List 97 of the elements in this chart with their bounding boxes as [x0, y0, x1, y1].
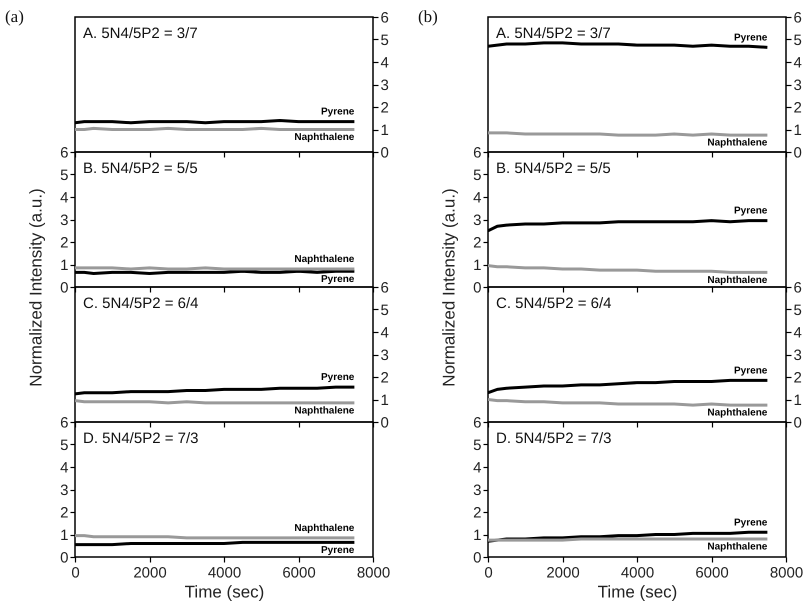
text: (b)	[418, 7, 438, 26]
series-label: Naphthalene	[294, 522, 355, 534]
series-label: Pyrene	[734, 32, 768, 44]
x-tick-label: 8000	[770, 564, 804, 582]
y-tick-label: 5	[380, 32, 389, 49]
y-tick-label: 0	[380, 144, 389, 162]
series-label: Naphthalene	[707, 542, 768, 552]
y-tick-label: 3	[60, 212, 68, 229]
y-axis-title: Normalized Intensity (a.u.)	[440, 188, 458, 387]
y-tick-label: 1	[380, 122, 389, 139]
series-label: Pyrene	[321, 106, 355, 118]
x-tick-label: 0	[484, 564, 493, 582]
y-tick-label: 4	[380, 324, 389, 342]
x-axis-title: Time (sec)	[598, 582, 678, 602]
series-label: Pyrene	[321, 274, 355, 285]
y-tick-label: 2	[60, 234, 68, 252]
y-tick-label: 0	[380, 414, 389, 432]
y-tick-label: 2	[794, 100, 802, 116]
y-tick-label: 4	[794, 324, 802, 342]
y-tick-label: 1	[473, 527, 482, 544]
y-tick-label: 5	[473, 437, 482, 454]
series-label: Pyrene	[734, 517, 768, 528]
series-label: Pyrene	[321, 372, 355, 384]
x-tick-label: 4000	[620, 564, 654, 582]
y-tick-label: 1	[380, 392, 389, 409]
x-axis-title: Time (sec)	[184, 582, 264, 602]
series-label: Naphthalene	[707, 138, 768, 149]
y-tick-label: 5	[60, 437, 68, 454]
x-tick-label: 6000	[282, 564, 316, 582]
y-tick-label: 3	[794, 347, 802, 364]
y-tick-label: 6	[60, 144, 68, 162]
y-tick-label: 6	[794, 10, 802, 26]
y-tick-label: 3	[380, 77, 389, 94]
y-tick-label: 4	[473, 190, 482, 206]
y-tick-label: 6	[794, 280, 802, 296]
text: D. 5N4/5P2 = 7/3	[83, 430, 198, 447]
y-tick-label: 0	[60, 550, 68, 566]
text: D. 5N4/5P2 = 7/3	[496, 430, 612, 447]
series-label: Pyrene	[734, 365, 768, 376]
y-tick-label: 3	[60, 482, 68, 499]
text: C. 5N4/5P2 = 6/4	[83, 295, 198, 312]
series-label: Pyrene	[321, 544, 355, 556]
x-tick-label: 8000	[356, 564, 390, 582]
series-label: Pyrene	[734, 206, 768, 217]
text: (a)	[5, 7, 24, 26]
line-series	[488, 264, 769, 274]
y-tick-label: 2	[473, 234, 482, 252]
series-label: Naphthalene	[294, 254, 355, 265]
x-tick-label: 0	[71, 564, 80, 582]
x-tick-label: 6000	[695, 564, 729, 582]
y-tick-label: 0	[473, 550, 482, 566]
y-tick-label: 5	[794, 32, 802, 49]
y-tick-label: 0	[473, 280, 482, 296]
y-tick-label: 5	[380, 302, 389, 319]
y-tick-label: 1	[794, 122, 802, 139]
y-tick-label: 2	[473, 504, 482, 522]
text: B. 5N4/5P2 = 5/5	[496, 160, 611, 177]
y-tick-label: 2	[380, 370, 389, 386]
series-label: Naphthalene	[707, 408, 768, 419]
y-axis-title: Normalized Intensity (a.u.)	[26, 188, 46, 387]
series-label: Naphthalene	[294, 405, 355, 416]
y-tick-label: 5	[794, 302, 802, 319]
y-tick-label: 5	[60, 167, 68, 184]
y-tick-label: 1	[794, 392, 802, 409]
y-tick-label: 0	[60, 280, 68, 296]
y-tick-label: 3	[473, 482, 482, 499]
series-label: Naphthalene	[707, 274, 768, 286]
y-tick-label: 6	[473, 414, 482, 432]
y-tick-label: 5	[473, 167, 482, 184]
x-tick-label: 4000	[208, 564, 242, 582]
series-label: Naphthalene	[294, 132, 355, 143]
y-tick-label: 3	[380, 347, 389, 364]
y-tick-label: 1	[473, 257, 482, 274]
y-tick-label: 3	[473, 212, 482, 229]
y-tick-label: 6	[380, 10, 389, 26]
y-tick-label: 6	[380, 280, 389, 296]
y-tick-label: 4	[380, 54, 389, 72]
y-tick-label: 1	[60, 257, 68, 274]
y-tick-label: 4	[794, 54, 802, 72]
y-tick-label: 4	[473, 460, 482, 476]
y-tick-label: 4	[60, 190, 68, 206]
y-tick-label: 0	[794, 414, 802, 432]
text: A. 5N4/5P2 = 3/7	[83, 25, 198, 42]
y-tick-label: 1	[60, 527, 68, 544]
y-tick-label: 2	[794, 370, 802, 386]
x-tick-label: 2000	[546, 564, 580, 582]
y-tick-label: 2	[60, 504, 68, 522]
y-tick-label: 6	[473, 144, 482, 162]
y-tick-label: 4	[60, 460, 68, 476]
y-tick-label: 3	[794, 77, 802, 94]
y-tick-label: 6	[60, 414, 68, 432]
x-tick-label: 2000	[133, 564, 167, 582]
text: B. 5N4/5P2 = 5/5	[83, 160, 198, 177]
text: C. 5N4/5P2 = 6/4	[496, 295, 612, 312]
text: A. 5N4/5P2 = 3/7	[496, 25, 611, 42]
y-tick-label: 2	[380, 100, 389, 116]
y-tick-label: 0	[794, 144, 802, 162]
